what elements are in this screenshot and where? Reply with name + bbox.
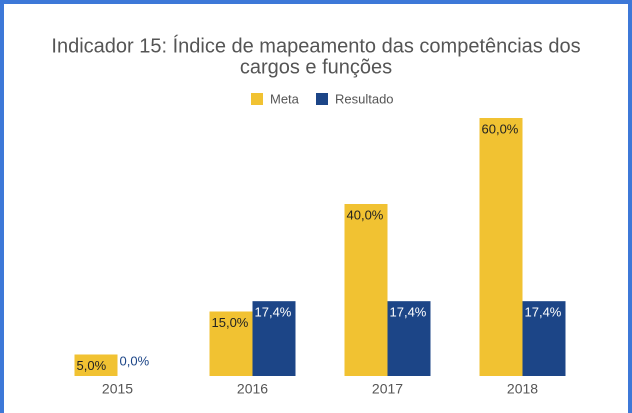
legend-swatch — [316, 93, 328, 105]
bar — [479, 118, 523, 376]
bar — [74, 354, 118, 376]
data-label: 0,0% — [120, 353, 150, 368]
data-label: 40,0% — [347, 207, 384, 222]
x-tick-label: 2015 — [102, 381, 133, 397]
legend-label: Resultado — [335, 91, 394, 106]
legend-swatch — [251, 93, 263, 105]
bar — [387, 301, 431, 376]
bar — [252, 301, 296, 376]
data-label: 60,0% — [482, 121, 519, 136]
data-label: 17,4% — [525, 305, 562, 320]
bar — [344, 204, 388, 376]
data-label: 5,0% — [77, 358, 107, 373]
x-tick-label: 2018 — [507, 381, 538, 397]
bar — [522, 301, 566, 376]
legend-label: Meta — [270, 91, 300, 106]
bar — [209, 311, 253, 376]
chart-title: cargos e funções — [240, 56, 392, 78]
x-tick-label: 2017 — [372, 381, 403, 397]
data-label: 17,4% — [390, 305, 427, 320]
data-label: 15,0% — [212, 315, 249, 330]
chart-title: Indicador 15: Índice de mapeamento das c… — [51, 34, 580, 57]
data-label: 17,4% — [255, 305, 292, 320]
x-tick-label: 2016 — [237, 381, 268, 397]
